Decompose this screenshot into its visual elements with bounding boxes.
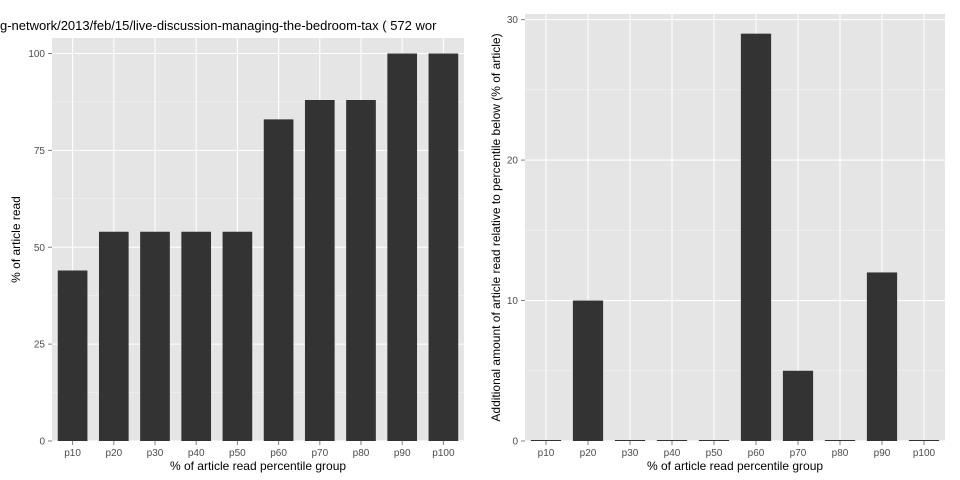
right-bar-p70 — [782, 370, 814, 441]
left-bar-p10 — [57, 270, 88, 441]
left-bar-p30 — [140, 231, 170, 441]
right-y-tick-label: 0 — [512, 437, 518, 448]
left-bar-p50 — [222, 231, 253, 441]
left-bar-p100 — [428, 53, 459, 441]
left-y-tick-label: 75 — [34, 146, 46, 157]
right-x-tick-label: p80 — [832, 448, 849, 459]
right-y-tick-label: 30 — [507, 15, 519, 26]
right-bar-p80 — [824, 440, 856, 441]
left-x-tick-label: p20 — [105, 448, 122, 459]
left-bar-p90 — [387, 53, 418, 441]
right-bar-p30 — [614, 440, 646, 441]
right-bars — [530, 33, 940, 441]
left-chart-title: g-network/2013/feb/15/live-discussion-ma… — [0, 18, 437, 33]
left-x-tick-label: p60 — [270, 448, 287, 459]
right-bar-p90 — [866, 272, 898, 441]
right-y-ticks: 0 10 20 30 — [507, 15, 525, 448]
right-y-tick-label: 10 — [507, 296, 519, 307]
right-x-tick-label: p70 — [790, 448, 807, 459]
left-x-tick-label: p70 — [311, 448, 328, 459]
left-bar-p20 — [98, 231, 129, 441]
left-y-axis-title: % of article read — [9, 196, 23, 283]
left-y-tick-label: 0 — [39, 437, 45, 448]
left-x-tick-label: p100 — [432, 448, 455, 459]
left-bars — [57, 53, 459, 441]
right-x-tick-label: p50 — [706, 448, 723, 459]
left-x-tick-label: p10 — [64, 448, 81, 459]
right-x-tick-label: p90 — [874, 448, 891, 459]
left-y-tick-label: 50 — [34, 243, 46, 254]
right-y-tick-label: 20 — [507, 156, 519, 167]
left-x-ticks: p10 p20 p30 p40 p50 p60 p70 p80 p90 p100 — [64, 441, 455, 459]
right-y-axis-title: Additional amount of article read relati… — [489, 33, 503, 421]
right-bar-p100 — [908, 440, 940, 441]
right-x-axis-title: % of article read percentile group — [647, 459, 823, 473]
left-x-tick-label: p30 — [147, 448, 164, 459]
left-x-tick-label: p40 — [188, 448, 205, 459]
left-bar-p60 — [263, 119, 294, 441]
right-x-tick-label: p40 — [664, 448, 681, 459]
right-x-tick-label: p60 — [748, 448, 765, 459]
left-y-ticks: 0 25 50 75 100 — [28, 49, 52, 448]
right-bar-p20 — [572, 300, 604, 441]
left-y-tick-label: 25 — [34, 340, 46, 351]
left-x-tick-label: p50 — [229, 448, 246, 459]
right-bar-p50 — [698, 440, 730, 441]
left-x-tick-label: p90 — [394, 448, 411, 459]
right-x-tick-label: p30 — [622, 448, 639, 459]
left-bar-p80 — [346, 100, 376, 441]
left-x-tick-label: p80 — [353, 448, 370, 459]
right-x-tick-label: p100 — [913, 448, 936, 459]
left-bar-p70 — [304, 100, 335, 441]
right-bar-p40 — [656, 440, 688, 441]
left-y-tick-label: 100 — [28, 49, 45, 60]
right-bar-p60 — [740, 33, 772, 441]
right-x-ticks: p10 p20 p30 p40 p50 p60 p70 p80 p90 p100 — [538, 441, 936, 459]
left-x-axis-title: % of article read percentile group — [170, 459, 346, 473]
right-x-tick-label: p10 — [538, 448, 555, 459]
left-bar-p40 — [181, 231, 212, 441]
right-bar-p10 — [530, 440, 562, 441]
right-x-tick-label: p20 — [580, 448, 597, 459]
